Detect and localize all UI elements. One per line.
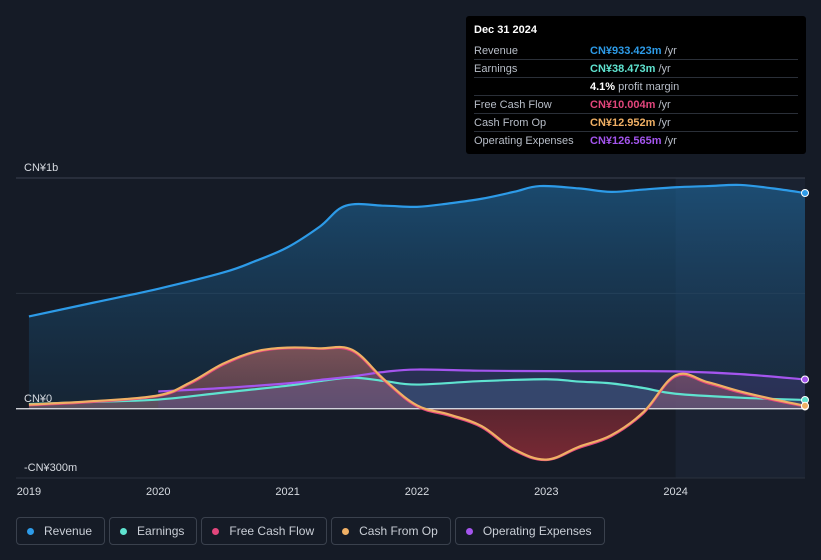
legend-label: Operating Expenses — [482, 524, 592, 538]
x-tick-label: 2023 — [534, 486, 558, 498]
series-line-revenue — [28, 183, 806, 318]
tooltip-row-label: Free Cash Flow — [474, 98, 552, 111]
chart-tooltip: Dec 31 2024 Revenue CN¥933.423m/yr Earning… — [466, 16, 806, 154]
chart-legend: Revenue Earnings Free Cash Flow Cash From O… — [16, 517, 605, 545]
tooltip-row-value: CN¥12.952m — [590, 116, 656, 129]
tooltip-row: Cash From Op CN¥12.952m/yr — [474, 113, 798, 131]
legend-dot-icon — [342, 527, 350, 535]
y-tick-label: CN¥0 — [24, 393, 52, 405]
tooltip-row-unit: /yr — [664, 134, 677, 147]
legend-label: Revenue — [44, 524, 93, 538]
revenue-area — [28, 184, 805, 409]
tooltip-row-value: CN¥38.473m — [590, 62, 656, 75]
legend-dot-icon — [120, 527, 128, 535]
cash-from-op-area-negative — [425, 408, 647, 460]
tooltip-rows: Revenue CN¥933.423m/yr Earnings CN¥38.473m /… — [474, 42, 798, 149]
tooltip-row-unit: /yr — [658, 62, 671, 75]
tooltip-row: Earnings CN¥38.473m/yr — [474, 59, 798, 77]
series-line-cash-from-op — [28, 345, 806, 461]
tooltip-row-label: Earnings — [474, 62, 518, 75]
tooltip-row: Free Cash Flow CN¥10.004m/yr — [474, 95, 798, 113]
x-tick-label: 2021 — [275, 486, 299, 498]
end-marker-revenue — [801, 189, 809, 197]
series-line-operating-expenses — [158, 368, 806, 393]
x-tick-label: 2019 — [17, 486, 41, 498]
x-tick-label: 2020 — [146, 486, 170, 498]
tooltip-row-value: CN¥126.565m — [590, 134, 662, 147]
end-marker-cash-from-op — [801, 401, 809, 410]
legend-item-revenue[interactable]: Revenue — [16, 517, 106, 545]
series-line-earnings — [28, 376, 806, 406]
legend-item-earnings[interactable]: Earnings — [109, 517, 198, 545]
legend-label: Earnings — [137, 524, 185, 538]
legend-item-operating-expenses[interactable]: Operating Expenses — [454, 517, 605, 545]
financials-chart: CN¥1b CN¥0 -CN¥300m 2019 2020 2021 2022 2023 202… — [16, 162, 809, 498]
tooltip-row-value: CN¥933.423m — [590, 44, 662, 57]
tooltip-row-label: Revenue — [474, 44, 519, 57]
x-tick-label: 2024 — [663, 486, 687, 498]
x-tick-label: 2022 — [405, 486, 429, 498]
end-marker-operating-expenses — [801, 375, 809, 384]
legend-dot-icon — [465, 527, 473, 535]
tooltip-row-unit: /yr — [664, 44, 677, 57]
y-tick-label: -CN¥300m — [24, 462, 77, 474]
tooltip-row-value: CN¥10.004m — [590, 98, 656, 111]
tooltip-row-unit: /yr — [658, 98, 671, 111]
tooltip-row-unit: /yr — [658, 116, 671, 129]
legend-dot-icon — [27, 527, 34, 535]
tooltip-row-label: Cash From Op — [474, 116, 547, 129]
y-tick-label: CN¥1b — [24, 162, 58, 174]
legend-item-free-cash-flow[interactable]: Free Cash Flow — [201, 517, 328, 545]
tooltip-date: Dec 31 2024 — [474, 24, 537, 36]
tooltip-row: Operating Expenses CN¥126.565m/yr — [474, 131, 798, 149]
legend-dot-icon — [212, 527, 220, 535]
legend-label: Cash From Op — [359, 524, 438, 538]
legend-label: Free Cash Flow — [229, 524, 315, 538]
operating-expenses-area — [158, 369, 805, 409]
tooltip-row-unit: profit margin — [618, 80, 680, 93]
tooltip-row-value: 4.1% — [590, 80, 616, 93]
legend-item-cash-from-op[interactable]: Cash From Op — [331, 517, 451, 545]
tooltip-row: Revenue CN¥933.423m/yr — [474, 42, 798, 59]
tooltip-row-label: Operating Expenses — [474, 134, 574, 147]
tooltip-row: 4.1% profit margin — [474, 77, 798, 95]
